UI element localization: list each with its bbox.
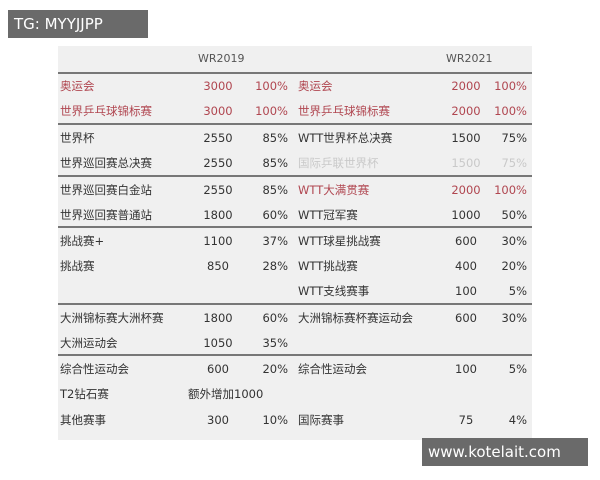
percent-2021: 100% (494, 79, 527, 93)
table-row: 世界杯 2550 85% WTT世界杯总决赛 1500 75% (58, 125, 532, 151)
table-row: 挑战赛+ 1100 37% WTT球星挑战赛 600 30% (58, 228, 532, 254)
percent-2019: 100% (255, 79, 288, 93)
divider (58, 303, 532, 305)
percent-2019: 10% (262, 413, 288, 427)
event-2021: WTT球星挑战赛 (298, 234, 381, 248)
event-2019: 世界巡回赛白金站 (60, 183, 152, 197)
points-2019: 850 (207, 259, 229, 273)
points-2021: 2000 (451, 104, 481, 118)
percent-2019: 100% (255, 104, 288, 118)
points-2021: 1500 (451, 156, 481, 170)
percent-2021: 5% (508, 284, 527, 298)
points-2021: 2000 (451, 79, 481, 93)
event-2021: 国际赛事 (298, 413, 344, 427)
points-2021: 100 (455, 362, 477, 376)
event-2021: 综合性运动会 (298, 362, 367, 376)
percent-2021: 30% (501, 311, 527, 325)
table-row: 世界乒乓球锦标赛 3000 100% 世界乒乓球锦标赛 2000 100% (58, 98, 532, 124)
event-2021: 奥运会 (298, 79, 333, 93)
percent-2021: 5% (508, 362, 527, 376)
points-2019: 1800 (203, 208, 233, 222)
event-2019: 世界乒乓球锦标赛 (60, 104, 152, 118)
event-2019: 大洲运动会 (60, 336, 118, 350)
percent-2019: 35% (262, 336, 288, 350)
event-2019: 世界巡回赛总决赛 (60, 156, 152, 170)
event-2019: T2钻石赛 (60, 387, 109, 401)
percent-2019: 60% (262, 311, 288, 325)
event-2019: 挑战赛 (60, 259, 95, 273)
percent-2021: 100% (494, 183, 527, 197)
divider (58, 226, 532, 228)
points-2021: 75 (458, 413, 474, 427)
table-row: 世界巡回赛白金站 2550 85% WTT大满贯赛 2000 100% (58, 177, 532, 203)
percent-2021: 75% (501, 156, 527, 170)
event-2019: 世界杯 (60, 131, 95, 145)
watermark-top-left: TG: MYYJJPP (8, 10, 148, 38)
points-2021: 1000 (451, 208, 481, 222)
points-2019: 3000 (203, 79, 233, 93)
event-2021: 世界乒乓球锦标赛 (298, 104, 390, 118)
event-2019: 综合性运动会 (60, 362, 129, 376)
divider (58, 354, 532, 356)
percent-2021: 75% (501, 131, 527, 145)
points-2019: 2550 (203, 131, 233, 145)
percent-2021: 20% (501, 259, 527, 273)
points-2021: 600 (455, 234, 477, 248)
event-2019: 奥运会 (60, 79, 95, 93)
percent-2019: 20% (262, 362, 288, 376)
table-row: 大洲运动会 1050 35% (58, 330, 532, 356)
table-row: WTT支线赛事 100 5% (58, 278, 532, 304)
percent-2019: 60% (262, 208, 288, 222)
percent-2021: 100% (494, 104, 527, 118)
event-2021: WTT冠军赛 (298, 208, 358, 222)
points-2021: 100 (455, 284, 477, 298)
divider (58, 72, 532, 74)
event-2019: 其他赛事 (60, 413, 106, 427)
event-2019: 世界巡回赛普通站 (60, 208, 152, 222)
points-2021: 1500 (451, 131, 481, 145)
event-2019: 挑战赛+ (60, 234, 105, 248)
percent-2021: 30% (501, 234, 527, 248)
ranking-points-table: WR2019 WR2021 奥运会 3000 100% 奥运会 2000 100% 世界乒乓… (58, 46, 532, 440)
event-2021: WTT大满贯赛 (298, 183, 370, 197)
divider (58, 175, 532, 177)
percent-2019: 85% (262, 156, 288, 170)
event-2021: WTT世界杯总决赛 (298, 131, 393, 145)
percent-2019: 37% (262, 234, 288, 248)
table-row: 世界巡回赛普通站 1800 60% WTT冠军赛 1000 50% (58, 202, 532, 228)
percent-2019: 85% (262, 131, 288, 145)
points-2019: 3000 (203, 104, 233, 118)
table-row: T2钻石赛 额外增加1000 (58, 381, 532, 407)
points-2019: 300 (207, 413, 229, 427)
points-2021: 400 (455, 259, 477, 273)
points-2019: 1800 (203, 311, 233, 325)
divider (58, 123, 532, 125)
percent-2019: 28% (262, 259, 288, 273)
event-2019: 大洲锦标赛大洲杯赛 (60, 311, 164, 325)
table-row: 其他赛事 300 10% 国际赛事 75 4% (58, 407, 532, 433)
percent-2019: 85% (262, 183, 288, 197)
table-row: 综合性运动会 600 20% 综合性运动会 100 5% (58, 356, 532, 382)
header-wr2019: WR2019 (198, 52, 245, 65)
percent-2021: 50% (501, 208, 527, 222)
event-2021: 大洲锦标赛杯赛运动会 (298, 311, 413, 325)
points-2019: 600 (207, 362, 229, 376)
table-row: 挑战赛 850 28% WTT挑战赛 400 20% (58, 253, 532, 279)
points-2021: 600 (455, 311, 477, 325)
header-wr2021: WR2021 (446, 52, 493, 65)
event-2021: WTT挑战赛 (298, 259, 358, 273)
points-2019: 1050 (203, 336, 233, 350)
event-2021: WTT支线赛事 (298, 284, 370, 298)
table-row: 奥运会 3000 100% 奥运会 2000 100% (58, 73, 532, 99)
watermark-bottom-right: www.kotelait.com (422, 438, 588, 466)
points-2019: 2550 (203, 156, 233, 170)
percent-2021: 4% (508, 413, 527, 427)
points-2021: 2000 (451, 183, 481, 197)
points-2019: 额外增加1000 (188, 387, 264, 401)
table-row: 大洲锦标赛大洲杯赛 1800 60% 大洲锦标赛杯赛运动会 600 30% (58, 305, 532, 331)
points-2019: 1100 (203, 234, 233, 248)
event-2021: 国际乒联世界杯 (298, 156, 379, 170)
table-row: 世界巡回赛总决赛 2550 85% 国际乒联世界杯 1500 75% (58, 150, 532, 176)
points-2019: 2550 (203, 183, 233, 197)
